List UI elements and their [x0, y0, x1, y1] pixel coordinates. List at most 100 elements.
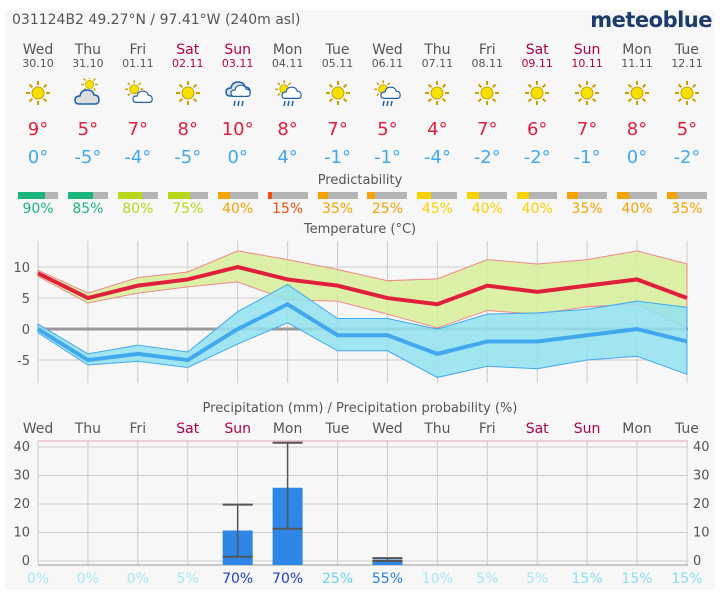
predictability-bar [567, 192, 608, 199]
sun-icon [612, 78, 662, 112]
sun-icon [562, 78, 612, 112]
predictability-bar [317, 192, 358, 199]
precipitation-probability: 15% [671, 571, 703, 587]
predictability-percent: 90% [22, 201, 54, 217]
day-name: Sun [224, 42, 251, 58]
precip-day-name: Thu [74, 421, 102, 437]
predictability-fill [18, 192, 45, 199]
day-date: 12.11 [671, 57, 703, 70]
day-name: Mon [622, 42, 652, 58]
max-temperature: 4° [427, 119, 448, 140]
predictability-percent: 45% [421, 201, 453, 217]
predictability-bar [117, 192, 158, 199]
max-temperature: 8° [277, 119, 298, 140]
day-name: Sat [176, 42, 200, 58]
day-date: 31.10 [72, 57, 104, 70]
sun-cloud-rain-icon [362, 78, 412, 112]
day-name: Tue [674, 42, 699, 58]
y-tick-label-right: 40 [693, 440, 710, 455]
min-temperature: -2° [673, 147, 701, 168]
precipitation-probability: 5% [176, 571, 199, 587]
precipitation-probability: 70% [222, 571, 254, 587]
precip-day-name: Mon [622, 421, 652, 437]
predictability-fill [617, 192, 630, 199]
sun-cloud-icon [113, 78, 163, 112]
temperature-title: Temperature (°C) [303, 222, 417, 237]
predictability-fill [467, 192, 480, 199]
predictability-percent: 40% [471, 201, 503, 217]
predictability-bar [666, 192, 707, 199]
predictability-fill [317, 192, 329, 199]
day-date: 05.11 [321, 57, 354, 70]
precip-day-name: Sun [224, 421, 251, 437]
day-date: 01.11 [122, 57, 154, 70]
precip-day-name: Wed [372, 421, 403, 437]
y-tick-label: -5 [17, 354, 30, 369]
plot-area [38, 441, 688, 565]
predictability-fill [417, 192, 431, 199]
min-temperature: -4° [423, 147, 451, 168]
precipitation-probability: 55% [371, 571, 403, 587]
day-date: 30.10 [22, 57, 54, 70]
min-temperature: 0° [626, 147, 648, 168]
precip-day-name: Tue [325, 421, 350, 437]
predictability-bar [617, 192, 658, 199]
day-name: Thu [424, 42, 451, 58]
predictability-percent: 40% [621, 201, 653, 217]
precipitation-title: Precipitation (mm) / Precipitation proba… [202, 401, 518, 416]
day-name: Sun [573, 42, 601, 58]
precip-day-name: Tue [674, 421, 699, 437]
max-temperature-line [37, 264, 688, 307]
max-temperature: 7° [477, 119, 498, 140]
day-date: 02.11 [172, 57, 204, 70]
predictability-bar [267, 192, 308, 199]
predictability-fill [367, 192, 375, 199]
max-temperature: 9° [27, 119, 49, 140]
predictability-fill [666, 192, 678, 199]
y-tick-label-right: 20 [693, 497, 710, 512]
max-temperature: 5° [77, 119, 99, 140]
day-name: Sat [525, 42, 549, 58]
y-tick-label-right: 30 [693, 469, 710, 484]
day-date: 11.11 [621, 57, 653, 70]
precip-day-name: Fri [478, 421, 496, 437]
sun-cloud-rain-icon [263, 78, 313, 112]
precipitation-probability: 0% [126, 571, 149, 587]
meteoblue-logo[interactable]: meteoblue [590, 8, 712, 32]
predictability-bar [367, 192, 408, 199]
predictability-fill [67, 192, 94, 199]
predictability-bar [167, 192, 208, 199]
precipitation-probability: 25% [321, 571, 354, 587]
predictability-fill [267, 192, 273, 199]
precipitation-probability: 15% [571, 571, 603, 587]
precipitation-probability: 15% [621, 571, 653, 587]
precip-day-name: Fri [129, 421, 147, 437]
precip-day-name: Sat [525, 421, 549, 437]
min-temperature: -5° [74, 147, 102, 168]
predictability-title: Predictability [317, 173, 403, 188]
max-temperature: 8° [177, 119, 198, 140]
cloud-rain-icon [213, 78, 263, 112]
precipitation-probability: 70% [272, 571, 304, 587]
day-name: Wed [372, 42, 403, 58]
day-date: 04.11 [271, 57, 304, 70]
day-name: Tue [325, 42, 350, 58]
min-temperature: -1° [573, 147, 601, 168]
predictability-fill [517, 192, 530, 199]
sun-icon [512, 78, 562, 112]
min-temperature: 0° [27, 147, 49, 168]
location-label: 031124B2 49.27°N / 97.41°W (240m asl) [12, 12, 301, 28]
y-tick-label: 5 [22, 292, 30, 307]
predictability-bar [517, 192, 558, 199]
precipitation-probability: 0% [26, 571, 50, 587]
y-tick-label-left: 10 [13, 526, 30, 541]
max-temperature: 7° [127, 119, 149, 140]
min-temperature: -2° [523, 147, 551, 168]
max-temperature: 7° [327, 119, 348, 140]
predictability-percent: 15% [272, 201, 304, 217]
min-temperature: -5° [174, 147, 202, 168]
max-temperature: 5° [377, 119, 398, 140]
predictability-percent: 25% [371, 201, 403, 217]
y-tick-label: 10 [13, 261, 30, 276]
